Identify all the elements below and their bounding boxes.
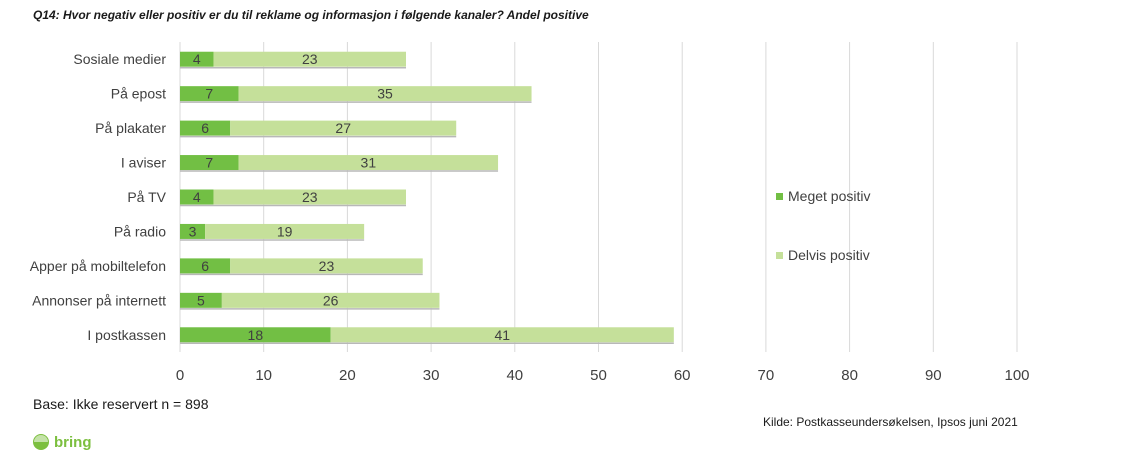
x-tick-label: 30 (423, 367, 440, 384)
data-label: 4 (193, 189, 201, 205)
bar-segment (230, 258, 423, 274)
bar-segment (180, 51, 214, 67)
data-label: 31 (361, 155, 377, 171)
x-tick-label: 50 (590, 367, 607, 384)
bar-segment (180, 258, 231, 274)
category-label: På epost (111, 86, 166, 102)
data-label: 6 (201, 258, 209, 274)
bar-segment (180, 327, 331, 343)
source-note: Kilde: Postkasseundersøkelsen, Ipsos jun… (763, 415, 1018, 429)
chart-title: Q14: Hvor negativ eller positiv er du ti… (33, 8, 589, 22)
bar-segment (180, 292, 222, 308)
x-tick-label: 10 (255, 367, 272, 384)
bar-segment (330, 327, 674, 343)
data-label: 35 (377, 86, 393, 102)
bar-segment (221, 292, 440, 308)
bar-segment (230, 120, 457, 136)
data-label: 7 (205, 86, 213, 102)
data-label: 3 (189, 223, 197, 239)
data-label: 4 (193, 51, 201, 67)
data-label: 6 (201, 120, 209, 136)
logo-text: bring (54, 433, 92, 451)
data-label: 7 (205, 155, 213, 171)
x-tick-label: 70 (758, 367, 775, 384)
legend-label: Meget positiv (788, 188, 870, 204)
bar-segment (238, 86, 532, 102)
data-label: 23 (302, 189, 318, 205)
data-label: 27 (335, 120, 351, 136)
bring-logo-icon (33, 434, 49, 450)
category-label: I aviser (121, 155, 166, 171)
data-label: 18 (248, 327, 264, 343)
bring-logo: bring (32, 433, 92, 451)
bar-segment (180, 155, 239, 171)
x-tick-label: 20 (339, 367, 356, 384)
data-label: 26 (323, 292, 339, 308)
category-label: På plakater (95, 120, 166, 136)
bar-segment (180, 86, 239, 102)
bar-segment (213, 189, 406, 205)
category-label: Apper på mobiltelefon (30, 258, 166, 274)
legend-swatch (776, 193, 783, 200)
legend-swatch (776, 252, 783, 259)
category-label: I postkassen (87, 327, 166, 343)
legend-label: Delvis positiv (788, 247, 870, 263)
data-label: 41 (494, 327, 510, 343)
category-label: Annonser på internett (32, 292, 166, 308)
bar-segment (180, 189, 214, 205)
bar-segment (180, 120, 231, 136)
data-label: 23 (319, 258, 335, 274)
data-label: 19 (277, 223, 293, 239)
data-label: 5 (197, 292, 205, 308)
x-tick-label: 90 (925, 367, 942, 384)
x-tick-label: 40 (506, 367, 523, 384)
x-tick-label: 80 (841, 367, 858, 384)
bar-segment (213, 51, 406, 67)
category-label: På radio (114, 223, 166, 239)
data-label: 23 (302, 51, 318, 67)
bar-segment (180, 223, 206, 239)
category-label: På TV (127, 189, 166, 205)
bar-segment (205, 223, 365, 239)
x-tick-label: 100 (1004, 367, 1029, 384)
category-label: Sosiale medier (73, 51, 166, 67)
base-note: Base: Ikke reservert n = 898 (33, 396, 209, 412)
x-tick-label: 60 (674, 367, 691, 384)
bar-segment (238, 155, 499, 171)
x-tick-label: 0 (176, 367, 184, 384)
